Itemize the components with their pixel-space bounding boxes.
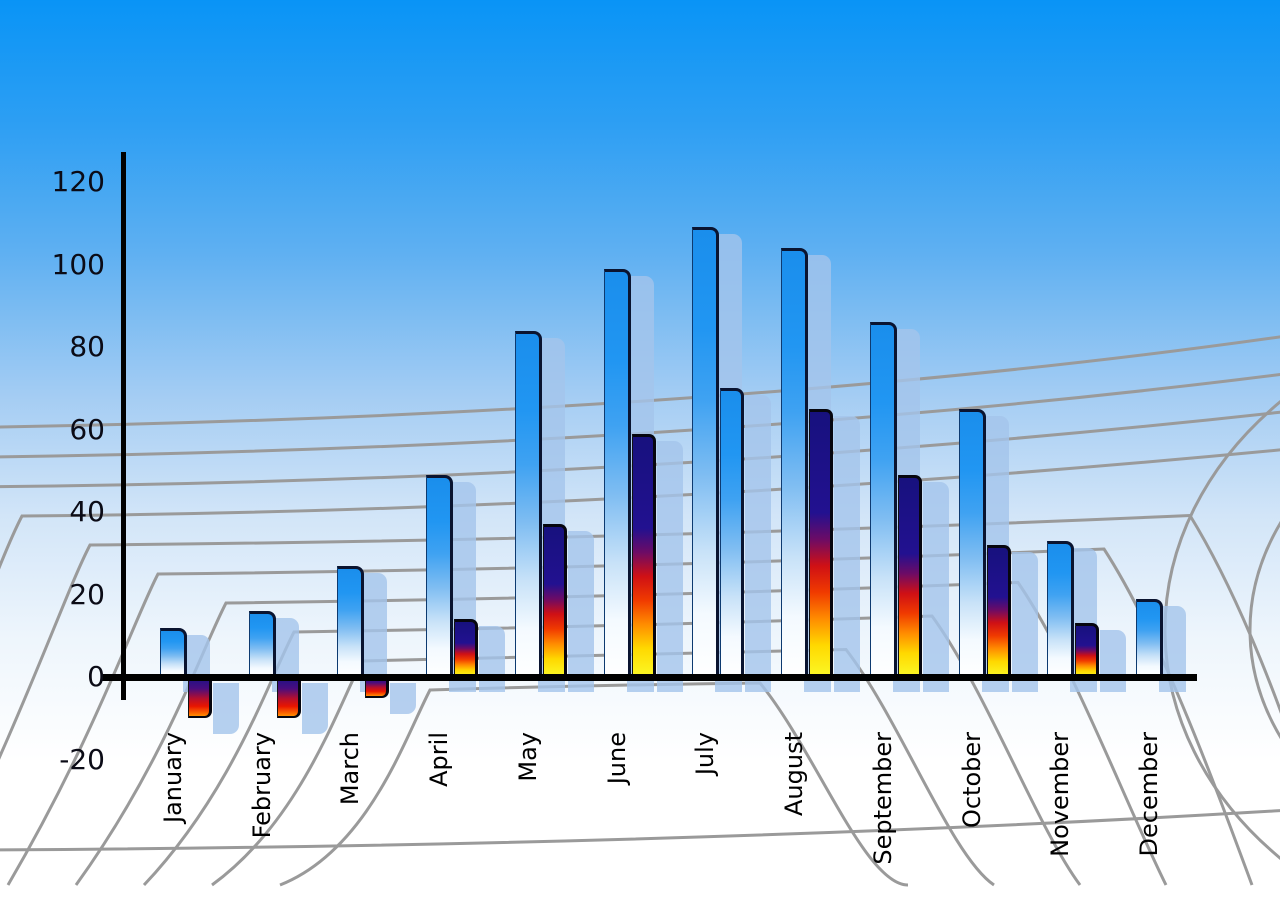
bar-primary-September <box>870 322 897 677</box>
y-tick-100: 100 <box>51 247 105 281</box>
bar-secondary-August <box>809 408 833 677</box>
bar-shadow-secondary-June <box>657 440 683 692</box>
bar-shadow-secondary-November <box>1100 630 1126 692</box>
x-label-August: August <box>780 732 808 816</box>
bar-secondary-February <box>277 677 301 719</box>
bar-primary-February <box>249 611 276 677</box>
bar-secondary-June <box>632 433 656 677</box>
bar-primary-October <box>959 408 986 677</box>
x-label-January: January <box>159 732 187 823</box>
x-label-May: May <box>514 732 542 782</box>
x-label-July: July <box>691 732 719 776</box>
x-label-February: February <box>248 732 276 839</box>
y-tick-120: 120 <box>51 165 105 198</box>
y-tick-60: 60 <box>69 412 105 446</box>
bar-primary-March <box>337 565 364 677</box>
bar-secondary-September <box>898 474 922 677</box>
x-label-October: October <box>958 732 986 829</box>
bar-shadow-secondary-October <box>1012 552 1038 692</box>
y-axis-line <box>121 152 126 700</box>
bar-shadow-secondary-July <box>745 395 771 692</box>
bar-secondary-January <box>188 677 212 719</box>
bar-primary-December <box>1136 598 1163 677</box>
y-tick-40: 40 <box>69 495 105 528</box>
bar-shadow-secondary-March <box>390 683 416 714</box>
x-label-November: November <box>1046 732 1074 857</box>
bar-shadow-secondary-May <box>568 531 594 692</box>
bar-primary-July <box>692 227 719 677</box>
bar-secondary-October <box>987 545 1011 677</box>
x-label-June: June <box>603 732 631 785</box>
bar-primary-June <box>604 268 631 677</box>
x-label-March: March <box>336 732 364 806</box>
bar-shadow-secondary-February <box>302 683 328 735</box>
bar-primary-August <box>781 248 808 677</box>
x-axis-zero-line <box>102 674 1197 681</box>
y-tick--20: -20 <box>59 742 105 776</box>
y-tick-20: 20 <box>69 577 105 611</box>
x-label-September: September <box>869 732 897 865</box>
bar-primary-April <box>426 474 453 677</box>
bar-shadow-secondary-January <box>213 683 239 735</box>
bar-secondary-April <box>454 619 478 677</box>
y-tick-0: 0 <box>87 660 105 693</box>
bar-secondary-July <box>720 388 744 677</box>
bar-shadow-secondary-April <box>479 626 505 692</box>
bar-shadow-secondary-September <box>923 481 949 692</box>
bar-shadow-secondary-August <box>834 415 860 692</box>
bar-primary-May <box>515 330 542 677</box>
bar-secondary-May <box>543 524 567 677</box>
bar-primary-November <box>1047 540 1074 677</box>
y-tick-80: 80 <box>69 330 105 363</box>
x-label-April: April <box>425 732 453 787</box>
bar-primary-January <box>160 627 187 677</box>
x-label-December: December <box>1135 732 1163 857</box>
bar-secondary-November <box>1075 623 1099 677</box>
